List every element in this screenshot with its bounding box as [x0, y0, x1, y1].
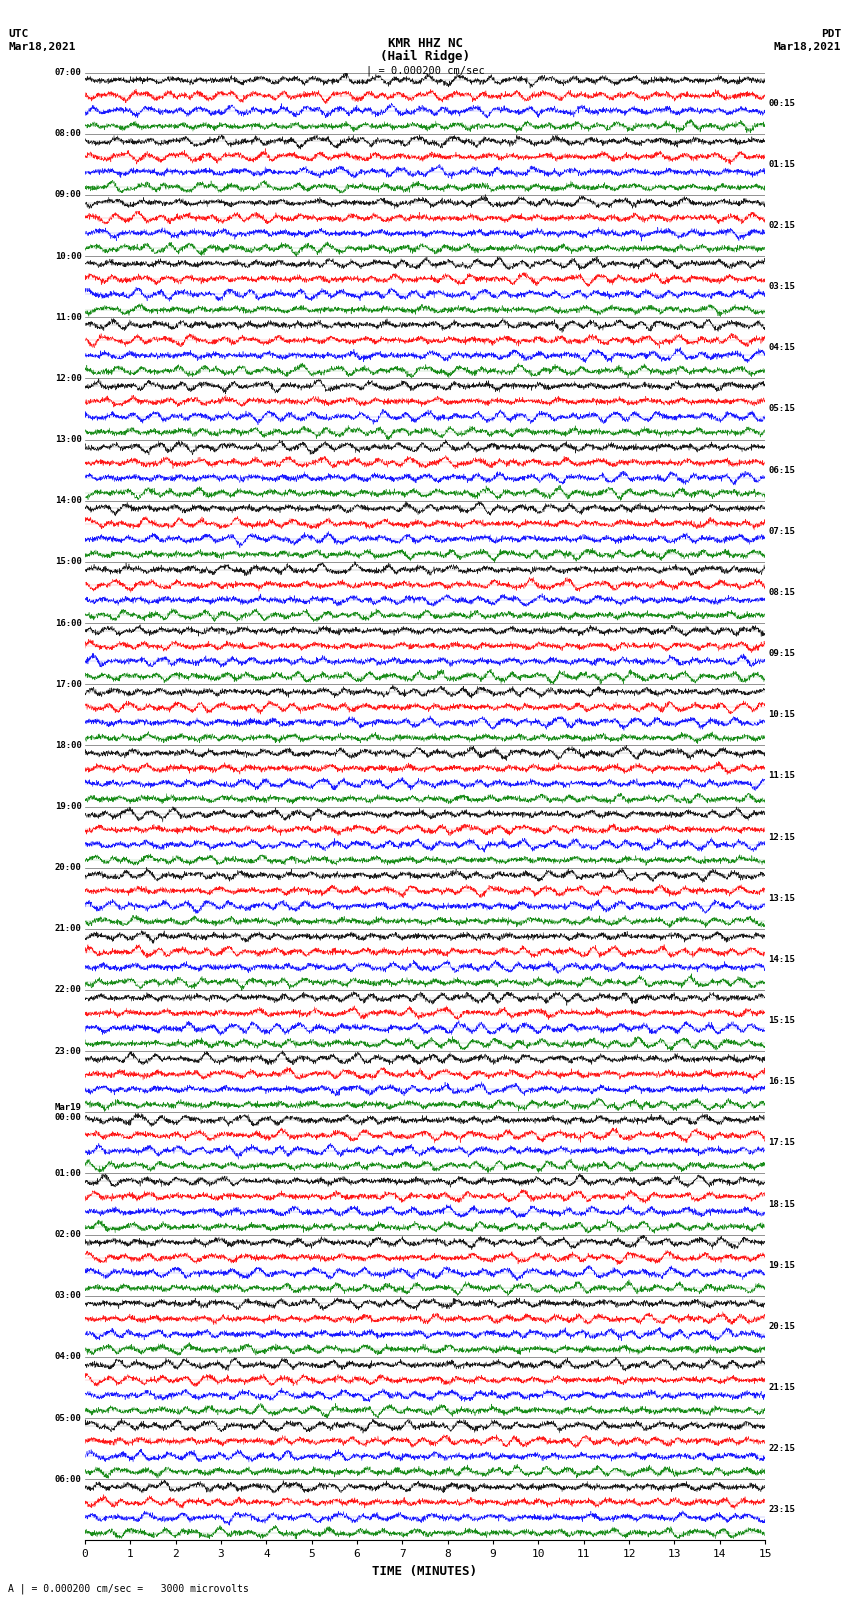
Text: 18:00: 18:00	[54, 740, 82, 750]
Text: 15:00: 15:00	[54, 558, 82, 566]
Text: 01:15: 01:15	[768, 160, 796, 169]
Text: A | = 0.000200 cm/sec =   3000 microvolts: A | = 0.000200 cm/sec = 3000 microvolts	[8, 1582, 249, 1594]
Text: 15:15: 15:15	[768, 1016, 796, 1024]
Text: Mar18,2021: Mar18,2021	[774, 42, 842, 52]
Text: UTC: UTC	[8, 29, 29, 39]
Text: 17:15: 17:15	[768, 1139, 796, 1147]
Text: 13:15: 13:15	[768, 894, 796, 903]
Text: 03:15: 03:15	[768, 282, 796, 290]
Text: 23:00: 23:00	[54, 1047, 82, 1055]
Text: 14:00: 14:00	[54, 497, 82, 505]
Text: 23:15: 23:15	[768, 1505, 796, 1515]
Text: 11:00: 11:00	[54, 313, 82, 321]
Text: 07:00: 07:00	[54, 68, 82, 77]
Text: 06:15: 06:15	[768, 466, 796, 474]
Text: 09:00: 09:00	[54, 190, 82, 200]
Text: 10:15: 10:15	[768, 710, 796, 719]
Text: 05:00: 05:00	[54, 1413, 82, 1423]
Text: 01:00: 01:00	[54, 1169, 82, 1177]
Text: 12:15: 12:15	[768, 832, 796, 842]
Text: PDT: PDT	[821, 29, 842, 39]
Text: 02:00: 02:00	[54, 1231, 82, 1239]
Text: KMR HHZ NC: KMR HHZ NC	[388, 37, 462, 50]
Text: 22:00: 22:00	[54, 986, 82, 995]
Text: 17:00: 17:00	[54, 679, 82, 689]
Text: 04:15: 04:15	[768, 344, 796, 352]
Text: Mar19
00:00: Mar19 00:00	[54, 1103, 82, 1123]
Text: 13:00: 13:00	[54, 436, 82, 444]
Text: 20:00: 20:00	[54, 863, 82, 873]
Text: 11:15: 11:15	[768, 771, 796, 781]
Text: (Hail Ridge): (Hail Ridge)	[380, 50, 470, 63]
Text: 02:15: 02:15	[768, 221, 796, 231]
Text: 22:15: 22:15	[768, 1444, 796, 1453]
Text: 21:15: 21:15	[768, 1382, 796, 1392]
Text: 21:00: 21:00	[54, 924, 82, 934]
Text: | = 0.000200 cm/sec: | = 0.000200 cm/sec	[366, 65, 484, 76]
Text: 09:15: 09:15	[768, 648, 796, 658]
Text: 18:15: 18:15	[768, 1200, 796, 1208]
Text: 03:00: 03:00	[54, 1292, 82, 1300]
Text: 16:00: 16:00	[54, 618, 82, 627]
X-axis label: TIME (MINUTES): TIME (MINUTES)	[372, 1565, 478, 1578]
Text: 06:00: 06:00	[54, 1474, 82, 1484]
Text: 08:00: 08:00	[54, 129, 82, 139]
Text: 04:00: 04:00	[54, 1352, 82, 1361]
Text: 12:00: 12:00	[54, 374, 82, 382]
Text: 10:00: 10:00	[54, 252, 82, 261]
Text: 19:00: 19:00	[54, 802, 82, 811]
Text: 14:15: 14:15	[768, 955, 796, 965]
Text: 07:15: 07:15	[768, 527, 796, 536]
Text: 16:15: 16:15	[768, 1077, 796, 1086]
Text: 20:15: 20:15	[768, 1323, 796, 1331]
Text: Mar18,2021: Mar18,2021	[8, 42, 76, 52]
Text: 00:15: 00:15	[768, 98, 796, 108]
Text: 19:15: 19:15	[768, 1261, 796, 1269]
Text: 05:15: 05:15	[768, 405, 796, 413]
Text: 08:15: 08:15	[768, 589, 796, 597]
